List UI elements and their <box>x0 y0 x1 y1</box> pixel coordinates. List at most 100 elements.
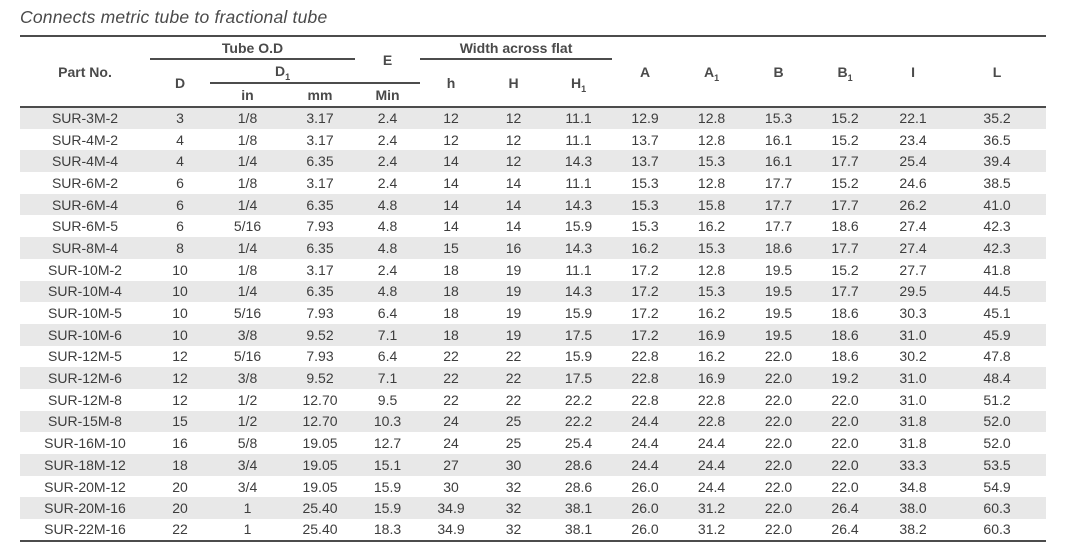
value-cell: 15.9 <box>373 500 402 517</box>
value-cell: 26.4 <box>831 521 859 538</box>
value-cell: 12.7 <box>373 435 402 452</box>
value-cell: 18 <box>443 305 459 322</box>
col-header-mm: mm <box>307 87 333 103</box>
value-cell: 12.8 <box>697 174 726 191</box>
table-body: SUR-3M-2 3 1/8 3.17 2.4 12 12 11.1 12.9 12.8 15.3 1… <box>20 107 1047 541</box>
value-cell: 1/2 <box>237 413 258 430</box>
table-row: SUR-6M-2 6 1/8 3.17 2.4 14 14 11.1 15.3 12.8 17.7 1… <box>20 172 1046 194</box>
value-cell: 48.4 <box>983 370 1011 387</box>
value-cell: 22.8 <box>697 391 726 408</box>
table-row: SUR-3M-2 3 1/8 3.17 2.4 12 12 11.1 12.9 12.8 15.3 1… <box>20 107 1047 129</box>
value-cell: 6.35 <box>306 196 334 213</box>
value-cell: 16.1 <box>764 153 793 170</box>
value-cell: 44.5 <box>983 283 1011 300</box>
value-cell: 16.2 <box>697 218 726 235</box>
value-cell: 31.0 <box>899 370 927 387</box>
value-cell: 3/8 <box>237 326 258 343</box>
table-row: SUR-6M-4 6 1/4 6.35 4.8 14 14 14.3 15.3 15.8 17.7 1… <box>20 193 1047 216</box>
value-cell: 34.9 <box>437 500 465 517</box>
value-cell: 52.0 <box>983 435 1011 452</box>
table-row: SUR-20M-16 20 1 25.40 15.9 34.9 32 38.1 26.0 31.2… <box>20 497 1047 520</box>
value-cell: 31.8 <box>899 435 927 452</box>
value-cell: 3 <box>176 110 184 127</box>
value-cell: 22 <box>443 348 459 365</box>
value-cell: 3.17 <box>306 131 334 148</box>
value-cell: 33.3 <box>899 456 927 473</box>
value-cell: 6 <box>176 196 184 213</box>
value-cell: 12 <box>172 348 188 365</box>
value-cell: 19.2 <box>831 370 859 387</box>
part-no-cell: SUR-15M-8 <box>48 413 122 430</box>
part-no-cell: SUR-4M-2 <box>51 131 119 148</box>
part-no-cell: SUR-12M-8 <box>48 391 122 408</box>
value-cell: 24.4 <box>631 456 659 473</box>
value-cell: 15 <box>443 239 459 256</box>
value-cell: 15.2 <box>831 261 859 278</box>
value-cell: 12 <box>505 153 522 170</box>
value-cell: 13.7 <box>631 131 659 148</box>
value-cell: 26.0 <box>631 500 659 517</box>
value-cell: 3.17 <box>306 261 334 278</box>
table-row: SUR-8M-4 8 1/4 6.35 4.8 15 16 14.3 16.2 15.3 18.6 1… <box>20 237 1047 259</box>
value-cell: 17.7 <box>831 283 859 300</box>
part-no-cell: SUR-20M-12 <box>44 478 126 495</box>
part-no-cell: SUR-10M-6 <box>48 326 122 343</box>
value-cell: 15.8 <box>697 196 726 213</box>
value-cell: 1/4 <box>237 239 258 256</box>
value-cell: 15.3 <box>697 283 726 300</box>
value-cell: 12.8 <box>697 110 726 127</box>
value-cell: 1/2 <box>237 391 258 408</box>
value-cell: 12.9 <box>631 110 659 127</box>
table-row: SUR-6M-5 6 5/16 7.93 4.8 14 14 15.9 15.3 16.2 17.7… <box>20 215 1046 237</box>
value-cell: 16.2 <box>697 305 726 322</box>
value-cell: 7.93 <box>306 218 334 235</box>
value-cell: 10.3 <box>373 413 402 430</box>
value-cell: 16 <box>505 239 522 256</box>
value-cell: 30 <box>505 456 522 473</box>
value-cell: 9.52 <box>306 370 334 387</box>
value-cell: 25 <box>505 435 522 452</box>
value-cell: 1/8 <box>237 131 258 148</box>
value-cell: 3/4 <box>237 456 258 473</box>
value-cell: 16.1 <box>764 131 793 148</box>
value-cell: 18 <box>172 456 188 473</box>
value-cell: 6.4 <box>377 348 398 365</box>
value-cell: 16.9 <box>697 326 726 343</box>
value-cell: 22.0 <box>764 456 793 473</box>
value-cell: 15.2 <box>831 174 859 191</box>
value-cell: 1/4 <box>237 196 258 213</box>
value-cell: 18.6 <box>831 218 859 235</box>
value-cell: 14 <box>505 218 522 235</box>
value-cell: 12 <box>505 110 522 127</box>
value-cell: 26.0 <box>631 521 659 538</box>
value-cell: 17.7 <box>831 239 859 256</box>
value-cell: 27 <box>443 456 459 473</box>
value-cell: 24.6 <box>899 174 927 191</box>
value-cell: 31.0 <box>899 326 927 343</box>
value-cell: 32 <box>505 500 522 517</box>
value-cell: 18.6 <box>764 239 793 256</box>
value-cell: 1/8 <box>237 261 258 278</box>
value-cell: 15.3 <box>631 174 659 191</box>
value-cell: 6.4 <box>377 305 398 322</box>
value-cell: 6 <box>176 174 184 191</box>
col-header-l: L <box>992 63 1002 80</box>
value-cell: 18.3 <box>373 521 402 538</box>
value-cell: 35.2 <box>983 110 1011 127</box>
part-no-cell: SUR-6M-4 <box>51 196 119 213</box>
value-cell: 28.6 <box>564 478 593 495</box>
value-cell: 32 <box>505 478 522 495</box>
value-cell: 6.35 <box>306 153 334 170</box>
value-cell: 15.3 <box>697 239 726 256</box>
value-cell: 19.5 <box>764 261 793 278</box>
value-cell: 18.6 <box>831 305 859 322</box>
value-cell: 22.0 <box>764 500 793 517</box>
value-cell: 6.35 <box>306 239 334 256</box>
value-cell: 15.2 <box>831 131 859 148</box>
col-header-min: Min <box>375 87 400 103</box>
value-cell: 34.9 <box>437 521 465 538</box>
value-cell: 12 <box>172 370 188 387</box>
value-cell: 15.3 <box>631 196 659 213</box>
value-cell: 17.2 <box>631 283 659 300</box>
value-cell: 17.2 <box>631 326 659 343</box>
